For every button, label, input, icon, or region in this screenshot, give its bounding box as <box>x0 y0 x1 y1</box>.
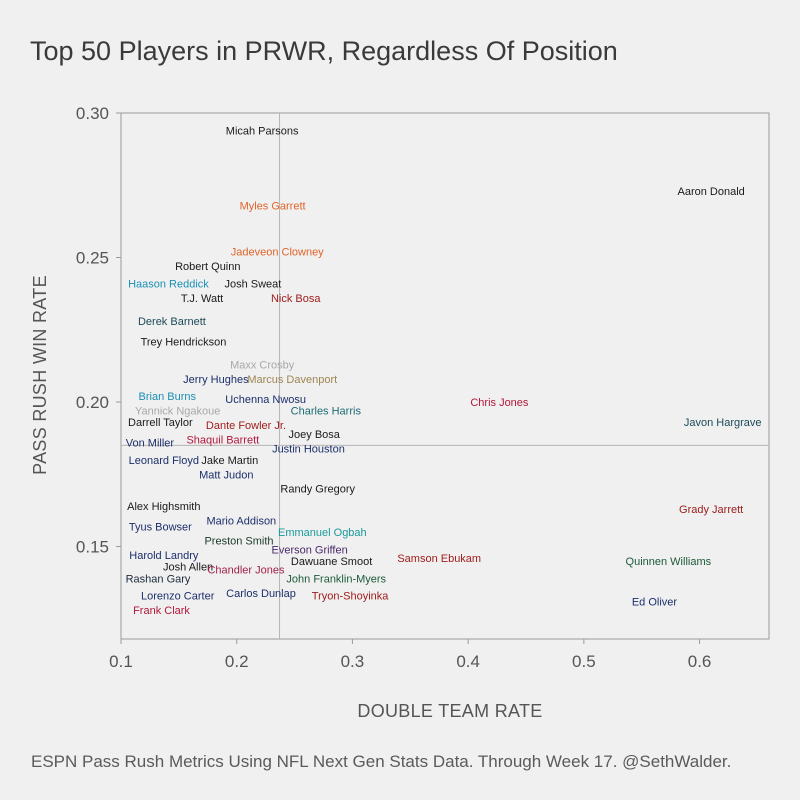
x-tick-label: 0.2 <box>225 652 249 671</box>
reference-lines <box>121 113 769 639</box>
plot-border <box>120 112 770 640</box>
point-label: Brian Burns <box>139 391 197 403</box>
point-label: Jerry Hughes <box>183 374 249 386</box>
x-tick-label: 0.4 <box>456 652 480 671</box>
point-label: Chris Jones <box>470 397 529 409</box>
point-label: Joey Bosa <box>289 429 341 441</box>
point-label: Yannick Ngakoue <box>135 406 220 418</box>
point-label: Javon Hargrave <box>684 417 762 429</box>
axes <box>120 112 770 640</box>
point-label: Myles Garrett <box>240 200 306 212</box>
point-label: Randy Gregory <box>280 484 355 496</box>
point-label: Mario Addison <box>206 516 276 528</box>
point-label: Charles Harris <box>291 406 362 418</box>
point-label: Shaquil Barrett <box>186 435 259 447</box>
point-label: Haason Reddick <box>128 279 209 291</box>
y-tick-label: 0.30 <box>76 104 109 123</box>
point-label: Samson Ebukam <box>397 553 481 565</box>
point-label: Jadeveon Clowney <box>231 247 324 259</box>
point-label: Uchenna Nwosu <box>225 394 306 406</box>
point-label: Harold Landry <box>129 550 199 562</box>
point-label: Everson Griffen <box>271 544 347 556</box>
point-label: Aaron Donald <box>678 186 745 198</box>
point-label: Lorenzo Carter <box>141 591 215 603</box>
data-labels: Micah Parsons Aaron Donald Myles Garrett Ja… <box>126 125 762 617</box>
point-label: Quinnen Williams <box>626 556 712 568</box>
point-label: Alex Highsmith <box>127 501 200 513</box>
point-label: Grady Jarrett <box>679 504 743 516</box>
y-tick-label: 0.25 <box>76 249 109 268</box>
point-label: Josh Sweat <box>224 279 281 291</box>
point-label: Darrell Taylor <box>128 417 193 429</box>
point-label: John Franklin-Myers <box>286 573 386 585</box>
x-axis-title: DOUBLE TEAM RATE <box>357 701 542 721</box>
y-axis-title: PASS RUSH WIN RATE <box>30 275 50 475</box>
point-label: T.J. Watt <box>181 293 223 305</box>
point-label: Micah Parsons <box>226 125 299 137</box>
point-label: Dante Fowler Jr. <box>206 420 286 432</box>
point-label: Jake Martin <box>201 455 258 467</box>
point-label: Chandler Jones <box>207 565 285 577</box>
point-label: Justin Houston <box>272 443 345 455</box>
point-label: Josh Allen <box>163 562 213 574</box>
point-label: Maxx Crosby <box>230 359 295 371</box>
point-label: Dawuane Smoot <box>291 556 372 568</box>
point-label: Marcus Davenport <box>247 374 337 386</box>
point-label: Robert Quinn <box>175 261 240 273</box>
point-label: Frank Clark <box>133 605 190 617</box>
x-tick-label: 0.3 <box>341 652 365 671</box>
point-label: Tryon-Shoyinka <box>312 591 390 603</box>
point-label: Leonard Floyd <box>129 455 199 467</box>
point-label: Emmanuel Ogbah <box>278 527 367 539</box>
point-label: Preston Smith <box>204 536 273 548</box>
x-tick-label: 0.5 <box>572 652 596 671</box>
x-tick-label: 0.1 <box>109 652 133 671</box>
y-tick-label: 0.20 <box>76 393 109 412</box>
point-label: Carlos Dunlap <box>226 588 296 600</box>
x-tick-label: 0.6 <box>688 652 712 671</box>
y-tick-label: 0.15 <box>76 538 109 557</box>
tick-labels: 0.1 0.2 0.3 0.4 0.5 0.6 0.15 0.20 0.25 0.30 <box>76 104 711 671</box>
point-label: Nick Bosa <box>271 293 321 305</box>
point-label: Tyus Bowser <box>129 521 192 533</box>
point-label: Matt Judon <box>199 469 253 481</box>
point-label: Ed Oliver <box>632 596 678 608</box>
point-label: Derek Barnett <box>138 316 206 328</box>
point-label: Rashan Gary <box>126 573 191 585</box>
point-label: Trey Hendrickson <box>141 336 227 348</box>
chart-title: Top 50 Players in PRWR, Regardless Of Po… <box>30 36 618 66</box>
point-label: Von Miller <box>126 437 175 449</box>
chart-caption: ESPN Pass Rush Metrics Using NFL Next Ge… <box>31 752 732 771</box>
